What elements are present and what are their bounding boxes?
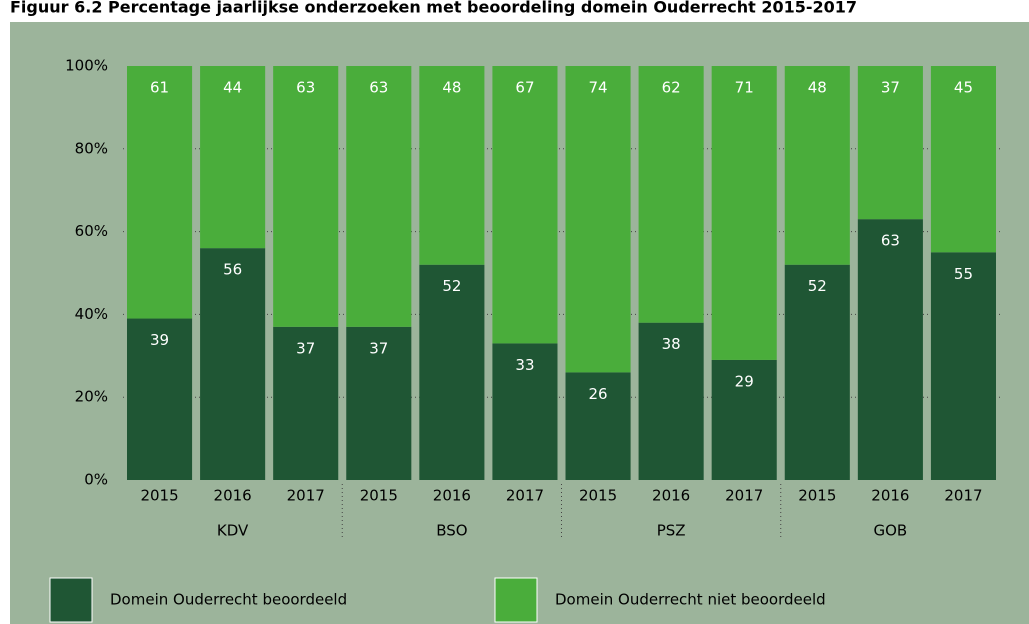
data-label: 56 [223,261,242,279]
bar-segment [565,372,631,480]
legend-swatch [49,577,93,623]
data-label: 48 [442,79,461,97]
bar-segment [200,66,266,249]
bar-segment [784,264,850,480]
x-tick-label: 2015 [579,487,617,505]
y-tick-label: 60% [75,222,108,240]
data-label: 37 [369,339,388,357]
bar-segment [930,252,996,480]
bar-segment [127,66,193,319]
y-tick-label: 0% [84,471,108,489]
x-tick-label: 2017 [944,487,982,505]
legend-label: Domein Ouderrecht beoordeeld [110,591,347,609]
bar-segment [492,343,558,480]
data-label: 33 [515,356,534,374]
data-label: 37 [296,339,315,357]
bar-segment [565,66,631,373]
data-label: 44 [223,79,242,97]
legend-label: Domein Ouderrecht niet beoordeeld [555,591,826,609]
x-tick-label: 2017 [725,487,763,505]
x-tick-label: 2016 [214,487,252,505]
bar-segment [346,326,412,480]
group-label: PSZ [657,522,686,540]
bar-segment [711,359,777,480]
bar-segment [492,66,558,344]
bar-segment [127,318,193,480]
bar-segment [419,264,485,480]
data-label: 37 [881,79,900,97]
x-tick-label: 2017 [287,487,325,505]
y-tick-label: 80% [75,139,108,157]
bar-segment [930,66,996,253]
y-tick-label: 20% [75,388,108,406]
group-label: BSO [436,522,467,540]
bar-segment [273,326,339,480]
bar-segment [638,66,704,323]
chart-title: Figuur 6.2 Percentage jaarlijkse onderzo… [10,0,857,17]
data-label: 71 [735,79,754,97]
data-label: 48 [808,79,827,97]
x-tick-label: 2015 [140,487,178,505]
group-label: GOB [874,522,908,540]
data-label: 62 [662,79,681,97]
legend-swatch [494,577,538,623]
data-label: 52 [808,277,827,295]
bar-segment [784,66,850,265]
x-tick-label: 2016 [433,487,471,505]
data-label: 74 [588,79,607,97]
data-label: 38 [662,335,681,353]
data-label: 45 [954,79,973,97]
data-label: 61 [150,79,169,97]
x-tick-label: 2015 [360,487,398,505]
x-tick-label: 2017 [506,487,544,505]
y-tick-label: 100% [65,57,108,75]
data-label: 63 [369,79,388,97]
data-label: 67 [515,79,534,97]
bar-segment [200,248,266,480]
x-tick-label: 2015 [798,487,836,505]
bar-segment [638,322,704,480]
bar-segment [857,66,923,220]
data-label: 39 [150,331,169,349]
data-label: 52 [442,277,461,295]
y-tick-label: 40% [75,305,108,323]
data-label: 55 [954,265,973,283]
data-label: 29 [735,372,754,390]
bar-segment [857,219,923,480]
x-tick-label: 2016 [871,487,909,505]
bar-segment [273,66,339,327]
data-label: 63 [881,232,900,250]
bar-segment [346,66,412,327]
x-tick-label: 2016 [652,487,690,505]
bar-segment [711,66,777,360]
data-label: 26 [588,385,607,403]
bar-segment [419,66,485,265]
group-label: KDV [217,522,249,540]
data-label: 63 [296,79,315,97]
